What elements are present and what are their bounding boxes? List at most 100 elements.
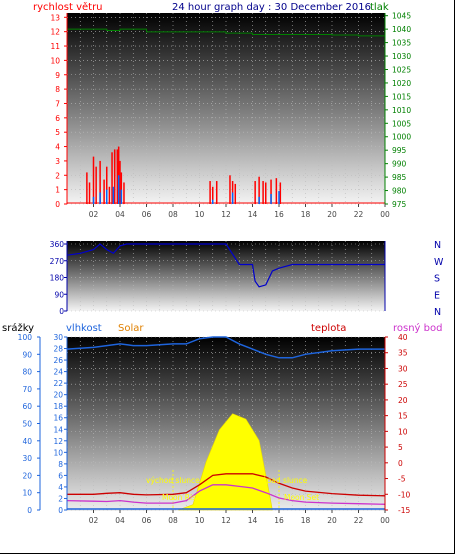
compass-label: E [434,290,440,301]
direction-tick-label: 0 [59,307,64,316]
hour-tick-label: 18 [301,210,311,219]
compass-label: N [434,307,441,318]
compass-label: S [434,274,440,285]
rain-tick-label: 30 [22,454,32,463]
dew-point-line [66,484,386,505]
pressure-tick-label: 975 [392,200,407,209]
humidity-tick-label: 4 [58,483,63,492]
hour-tick-label: 12 [221,210,231,219]
temperature-tick-label: 0 [398,459,403,468]
climate-axes: -15-10-505101520253035400102030405060708… [18,333,411,525]
direction-tick-label: 360 [50,240,65,249]
pressure-tick-label: 1000 [392,133,411,142]
moon-set-label: Moon Set [284,493,319,502]
sunrise-label: východ slunce [146,476,200,485]
temperature-tick-label: -15 [398,506,410,515]
hour-tick-label: 00 [380,516,390,525]
rain-label: srážky [2,322,34,334]
hour-tick-label: 04 [115,210,125,219]
humidity-label: vlhkost [66,323,102,334]
temperature-label: teplota [311,323,346,334]
hour-tick-label: 08 [168,210,178,219]
humidity-tick-label: 10 [53,448,63,457]
solar-area [178,413,273,511]
pressure-tick-label: 995 [392,146,407,155]
hour-tick-label: 22 [354,516,364,525]
temperature-line [67,473,386,497]
wind-tick-label: 1 [55,186,60,195]
hour-tick-label: 02 [89,516,99,525]
humidity-tick-label: 2 [58,494,63,503]
wind-speed-label: rychlost větru [33,1,103,13]
climate-grid [67,336,385,511]
wind-tick-label: 11 [50,42,60,51]
humidity-tick-label: 28 [53,345,63,354]
hour-tick-label: 10 [195,516,205,525]
pressure-tick-label: 980 [392,187,407,196]
temperature-tick-label: 25 [398,380,408,389]
wind-tick-label: 13 [50,13,60,22]
rain-tick-label: 100 [18,333,33,342]
hour-tick-label: 04 [115,516,125,525]
humidity-tick-label: 6 [58,471,63,480]
direction-series [66,243,385,288]
hour-tick-label: 12 [221,516,231,525]
humidity-tick-label: 20 [53,391,63,400]
humidity-tick-label: 0 [58,506,63,515]
hour-tick-label: 06 [142,516,152,525]
hour-tick-label: 18 [301,516,311,525]
rain-tick-label: 40 [22,437,32,446]
humidity-line [66,336,385,359]
direction-tick-label: 90 [54,290,64,299]
wind-tick-label: 0 [55,200,60,209]
rain-tick-label: 20 [22,471,32,480]
wind-tick-label: 8 [55,85,60,94]
wind-tick-label: 5 [55,128,60,137]
wind-tick-label: 4 [55,143,60,152]
hour-tick-label: 14 [248,210,258,219]
pressure-tick-label: 1005 [392,119,411,128]
pressure-label: tlak [370,2,389,13]
humidity-tick-label: 18 [53,402,63,411]
rain-tick-label: 50 [22,420,32,429]
compass-label: W [434,257,444,268]
pressure-tick-label: 990 [392,160,407,169]
hour-tick-label: 02 [89,210,99,219]
wind-tick-label: 9 [55,71,60,80]
rain-tick-label: 60 [22,402,32,411]
wind-tick-label: 2 [55,171,60,180]
temperature-tick-label: -5 [398,475,406,484]
pressure-tick-label: 1010 [392,106,411,115]
hour-tick-label: 20 [327,210,337,219]
rain-tick-label: 70 [22,385,32,394]
wind-tick-label: 12 [50,28,60,37]
pressure-tick-label: 1025 [392,65,411,74]
humidity-tick-label: 8 [58,460,63,469]
rain-tick-label: 90 [22,350,32,359]
pressure-tick-label: 1030 [392,52,411,61]
compass-label: N [434,240,441,251]
hour-tick-label: 10 [195,210,205,219]
humidity-tick-label: 14 [53,425,63,434]
pressure-tick-label: 1020 [392,79,411,88]
pressure-tick-label: 1040 [392,25,411,34]
chart-title: 24 hour graph day : 30 December 2016 [172,2,371,13]
humidity-tick-label: 26 [53,356,63,365]
wind-axes: 0123456789101112139759809859909951000100… [50,12,411,219]
temperature-tick-label: 5 [398,443,403,452]
solar-label: Solar [118,323,144,334]
temperature-tick-label: 15 [398,412,408,421]
direction-tick-label: 180 [50,274,65,283]
temperature-tick-label: 30 [398,364,408,373]
temperature-tick-label: 20 [398,396,408,405]
direction-plot-area [67,241,385,311]
hour-tick-label: 06 [142,210,152,219]
hour-tick-label: 16 [274,516,284,525]
wind-series [67,28,385,204]
pressure-line [67,28,385,37]
moon-rise-label: Moon Rise [162,493,201,502]
pressure-tick-label: 1015 [392,92,411,101]
climate-series [66,336,386,511]
pressure-tick-label: 1045 [392,12,411,21]
